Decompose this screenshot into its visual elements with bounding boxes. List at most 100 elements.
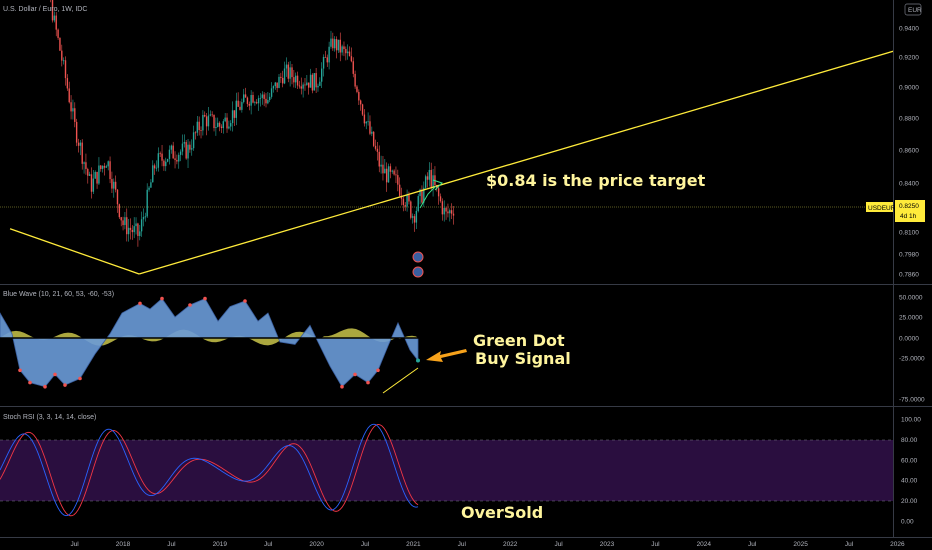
wave-axis-label: 50.0000 [899, 295, 923, 302]
candle-body [165, 161, 167, 167]
price-axis-label: 0.8100 [899, 230, 919, 237]
candle-body [278, 76, 280, 88]
wave-signal-dot [353, 372, 357, 377]
candle-body [285, 64, 288, 69]
time-axis-label: Jul [167, 541, 176, 548]
price-pane [0, 0, 932, 278]
candle-body [354, 73, 356, 87]
candle-body [345, 49, 347, 54]
candle-body [346, 51, 349, 54]
candle-body [83, 162, 85, 164]
candle-body [372, 131, 375, 146]
candle-body [311, 74, 314, 91]
candle-body [140, 219, 143, 232]
price-axis-label: 0.9200 [899, 55, 919, 62]
wave-signal-dot [160, 296, 164, 301]
candle-body [304, 84, 306, 86]
symbol-title: U.S. Dollar / Euro, 1W, IDC [3, 6, 87, 13]
candle-body [447, 211, 449, 214]
candle-body [185, 142, 187, 159]
wave-signal-dot [43, 384, 47, 389]
candle-body [127, 227, 130, 235]
time-axis-label: 2023 [600, 541, 615, 548]
candle-body [198, 121, 200, 131]
signal-label-2: Buy Signal [475, 349, 571, 368]
candle-body [289, 67, 291, 79]
candle-body [176, 159, 178, 162]
price-tag-symbol: USDEUR [868, 205, 896, 212]
event-marker-2[interactable] [412, 266, 424, 278]
candle-body [196, 121, 199, 133]
candle-body [166, 158, 169, 162]
time-axis-label: 2025 [793, 541, 808, 548]
candle-body [445, 207, 447, 212]
candle-body [235, 100, 238, 118]
time-axis-label: 2026 [890, 541, 905, 548]
candle-body [417, 196, 419, 211]
candle-body [411, 216, 414, 218]
candle-body [174, 158, 176, 160]
candle-body [148, 187, 150, 190]
wave-signal-dot [340, 384, 344, 389]
candle-body [256, 102, 258, 104]
currency-badge[interactable] [904, 3, 922, 16]
candle-body [319, 81, 321, 86]
candle-body [209, 114, 212, 116]
candle-body [270, 88, 273, 97]
blue-wave-axis[interactable]: 50.0000 25.0000 0.0000 -25.0000 -75.0000 [899, 295, 925, 404]
time-axis-label: Jul [748, 541, 757, 548]
candle-body [404, 205, 406, 207]
candle-body [88, 174, 91, 176]
candle-body [179, 151, 182, 155]
candle-body [74, 108, 76, 122]
candle-body [191, 148, 193, 150]
candle-body [254, 102, 256, 103]
candle-body [243, 94, 245, 103]
candle-body [337, 39, 340, 51]
candle-body [153, 165, 156, 169]
candle-body [181, 143, 184, 152]
candle-body [152, 165, 154, 183]
time-axis[interactable]: Jul 2018 Jul 2019 Jul 2020 Jul 2021 Jul 2022 Jul 20… [70, 541, 905, 548]
price-axis[interactable]: 0.9400 0.9200 0.9000 0.8800 0.8600 0.8400 0.81… [899, 26, 919, 279]
candle-body [441, 201, 444, 215]
candle-body [406, 195, 408, 207]
candle-body [122, 220, 124, 226]
trendline-descending[interactable] [9, 228, 140, 275]
candle-body [298, 85, 301, 87]
candle-body [252, 95, 254, 103]
candle-body [378, 151, 380, 167]
candle-body [61, 50, 63, 61]
candle-body [192, 132, 195, 149]
wave-signal-dot [18, 368, 22, 373]
time-axis-label: 2018 [116, 541, 131, 548]
candle-body [322, 56, 325, 69]
candle-body [224, 117, 226, 122]
candle-body [432, 175, 434, 187]
blue-wave-pane [0, 296, 467, 394]
candle-body [341, 46, 343, 53]
candle-body [296, 75, 299, 86]
candle-body [408, 195, 410, 202]
candle-body [259, 97, 262, 99]
candle-body [328, 46, 330, 63]
candle-body [155, 167, 158, 169]
price-axis-label: 0.8400 [899, 181, 919, 188]
price-tag[interactable]: USDEUR 0.8250 4d 1h [866, 200, 925, 222]
event-marker-1[interactable] [412, 251, 424, 263]
stoch-axis-label: 100.00 [901, 417, 921, 424]
event-markers[interactable] [412, 251, 424, 278]
candle-body [126, 217, 128, 235]
wave-signal-dot [188, 303, 192, 307]
candle-body [371, 131, 373, 134]
time-axis-label: Jul [651, 541, 660, 548]
trendline-ascending[interactable] [138, 31, 932, 275]
candle-body [53, 15, 56, 21]
candle-body [276, 82, 278, 88]
candle-body [100, 165, 102, 169]
candle-body [211, 114, 213, 116]
candle-body [161, 153, 163, 161]
candle-body [320, 68, 323, 82]
stoch-rsi-axis[interactable]: 100.00 80.00 60.00 40.00 20.00 0.00 [901, 417, 921, 526]
